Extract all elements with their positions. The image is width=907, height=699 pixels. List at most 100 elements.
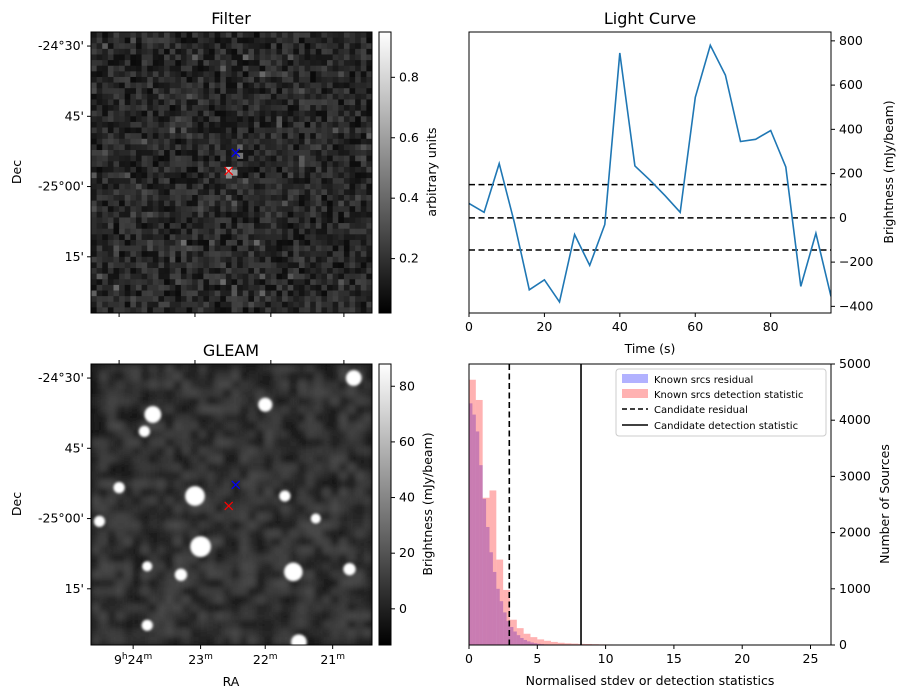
filter-pixel: [91, 60, 98, 67]
gleam-noise-cell: [181, 438, 191, 448]
filter-pixel: [332, 273, 339, 280]
gleam-noise-cell: [198, 504, 208, 514]
gleam-colorbar-label: Brightness (mJy/beam): [420, 432, 435, 575]
gleam-noise-cell: [347, 603, 356, 613]
filter-pixel: [298, 178, 305, 185]
filter-pixel: [349, 223, 356, 230]
filter-pixel: [96, 301, 103, 308]
filter-pixel: [248, 284, 255, 291]
filter-pixel: [248, 37, 255, 44]
filter-pixel: [360, 234, 367, 241]
filter-pixel: [298, 189, 305, 196]
gleam-noise-cell: [338, 487, 348, 497]
gleam-noise-cell: [256, 496, 266, 505]
gleam-title: GLEAM: [203, 341, 259, 360]
gleam-noise-cell: [165, 554, 175, 563]
filter-pixel: [332, 284, 339, 291]
gleam-noise-cell: [264, 504, 274, 514]
filter-pixel: [338, 48, 345, 55]
gleam-noise-cell: [124, 595, 133, 605]
filter-pixel: [366, 116, 373, 123]
filter-pixel: [321, 206, 328, 213]
gleam-noise-cell: [305, 479, 315, 489]
filter-pixel: [349, 284, 356, 291]
gleam-noise-cell: [264, 413, 274, 423]
gleam-noise-cell: [289, 463, 299, 472]
filter-pixel: [265, 121, 272, 128]
filter-pixel: [91, 93, 98, 100]
filter-pixel: [315, 239, 322, 246]
gleam-noise-cell: [305, 487, 315, 497]
filter-pixel: [107, 239, 114, 246]
gleam-noise-cell: [99, 413, 109, 423]
gleam-noise-cell: [330, 405, 340, 415]
filter-pixel: [287, 251, 294, 258]
gleam-noise-cell: [248, 397, 257, 406]
filter-pixel: [124, 251, 131, 258]
gleam-noise-cell: [190, 388, 199, 398]
gleam-noise-cell: [91, 438, 100, 448]
filter-pixel: [102, 211, 109, 218]
gleam-noise-cell: [198, 405, 208, 415]
filter-pixel: [130, 296, 137, 303]
filter-pixel: [147, 105, 154, 112]
filter-pixel: [231, 301, 238, 308]
filter-pixel: [180, 217, 187, 224]
filter-pixel: [158, 60, 165, 67]
filter-pixel: [332, 65, 339, 72]
filter-pixel: [91, 256, 98, 263]
filter-pixel: [124, 273, 131, 280]
gleam-source-11: [284, 562, 303, 582]
filter-pixel: [360, 138, 367, 145]
gleam-noise-cell: [338, 421, 348, 431]
filter-pixel: [343, 54, 350, 61]
gleam-noise-cell: [181, 421, 191, 431]
gleam-noise-cell: [214, 545, 224, 555]
filter-pixel: [220, 296, 227, 303]
filter-pixel: [321, 161, 328, 168]
filter-pixel: [175, 211, 182, 218]
filter-pixel: [276, 234, 283, 241]
filter-pixel: [242, 301, 249, 308]
filter-pixel: [327, 105, 334, 112]
filter-pixel: [96, 37, 103, 44]
filter-pixel: [270, 110, 277, 117]
filter-pixel: [259, 121, 266, 128]
filter-pixel: [203, 37, 210, 44]
gleam-yticks: -24°30'45'-25°00'15': [38, 370, 91, 596]
filter-pixel: [287, 172, 294, 179]
filter-pixel: [327, 32, 334, 39]
gleam-noise-cell: [239, 595, 249, 605]
filter-pixel: [158, 65, 165, 72]
filter-pixel: [282, 251, 289, 258]
filter-pixel: [360, 71, 367, 78]
filter-pixel: [102, 144, 109, 151]
filter-pixel: [113, 189, 120, 196]
filter-pixel: [147, 76, 154, 83]
filter-pixel: [141, 262, 148, 269]
filter-pixel: [304, 223, 311, 230]
filter-pixel: [141, 110, 148, 117]
filter-pixel: [248, 251, 255, 258]
filter-pixel: [91, 189, 98, 196]
gleam-noise-cell: [115, 446, 125, 456]
gleam-noise-cell: [338, 496, 348, 505]
filter-pixel: [164, 206, 171, 213]
gleam-noise-cell: [223, 537, 232, 547]
histogram-bar-series-1: [544, 640, 551, 645]
gleam-noise-cell: [181, 554, 191, 563]
filter-pixel: [315, 161, 322, 168]
filter-pixel: [225, 200, 232, 207]
filter-pixel: [242, 217, 249, 224]
filter-pixel: [270, 166, 277, 173]
filter-pixel: [282, 284, 289, 291]
filter-pixel: [231, 48, 238, 55]
filter-pixel: [310, 138, 317, 145]
gleam-noise-cell: [272, 529, 282, 539]
filter-pixel: [366, 211, 373, 218]
filter-pixel: [214, 234, 221, 241]
filter-pixel: [338, 279, 345, 286]
filter-pixel: [270, 144, 277, 151]
gleam-noise-cell: [272, 620, 282, 629]
gleam-noise-cell: [140, 578, 150, 588]
